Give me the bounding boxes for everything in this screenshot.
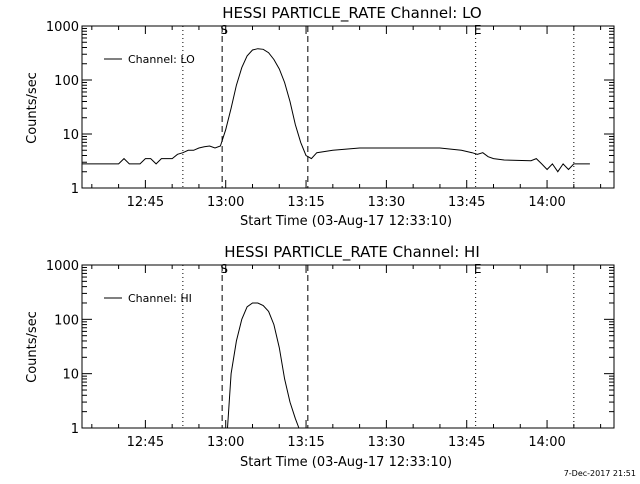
- y-tick-label: 1: [71, 422, 79, 437]
- plot-frame: [81, 264, 615, 429]
- panel-hi: HESSI PARTICLE_RATE Channel: HI 12:45 13:…: [25, 243, 615, 470]
- panel-lo: HESSI PARTICLE_RATE Channel: LO 12:45 13:…: [25, 4, 615, 229]
- y-tick-label: 100: [54, 74, 79, 89]
- x-tick-label: 13:00: [207, 435, 244, 450]
- series-line: [227, 302, 300, 429]
- x-tick-label: 13:30: [368, 195, 405, 210]
- series-line: [82, 48, 590, 173]
- x-tick-label: 13:45: [448, 195, 485, 210]
- y-tick-label: 10: [62, 368, 79, 383]
- y-axis-label-lo: Counts/sec: [25, 72, 40, 144]
- x-tick-label: 13:15: [287, 435, 324, 450]
- legend-entry: Channel: LO: [128, 53, 195, 66]
- x-tick-label: 12:45: [127, 435, 164, 450]
- x-tick-label: 13:45: [448, 435, 485, 450]
- event-marker-label: S: [220, 262, 228, 276]
- y-tick-label: 10: [62, 128, 79, 143]
- x-axis-label-hi: Start Time (03-Aug-17 12:33:10): [240, 455, 452, 470]
- y-axis-label-hi: Counts/sec: [25, 311, 40, 383]
- x-tick-label: 12:45: [127, 195, 164, 210]
- legend-entry: Channel: HI: [128, 292, 192, 305]
- event-marker-label: E: [474, 262, 482, 276]
- y-tick-label: 1: [71, 182, 79, 197]
- x-axis-label-lo: Start Time (03-Aug-17 12:33:10): [240, 214, 452, 229]
- y-tick-label: 100: [54, 313, 79, 328]
- plot-frame: [81, 25, 615, 189]
- x-tick-label: 14:00: [528, 435, 565, 450]
- x-tick-label: 13:00: [207, 195, 244, 210]
- x-tick-label: 14:00: [528, 195, 565, 210]
- chart-title-hi: HESSI PARTICLE_RATE Channel: HI: [224, 243, 480, 262]
- y-tick-label: 1000: [46, 20, 79, 35]
- x-tick-label: 13:15: [287, 195, 324, 210]
- event-marker-label: E: [474, 23, 482, 37]
- event-marker-label: S: [220, 23, 228, 37]
- x-tick-label: 13:30: [368, 435, 405, 450]
- chart-title-lo: HESSI PARTICLE_RATE Channel: LO: [222, 4, 481, 23]
- generation-timestamp: 7-Dec-2017 21:51: [564, 469, 636, 478]
- y-tick-label: 1000: [46, 259, 79, 274]
